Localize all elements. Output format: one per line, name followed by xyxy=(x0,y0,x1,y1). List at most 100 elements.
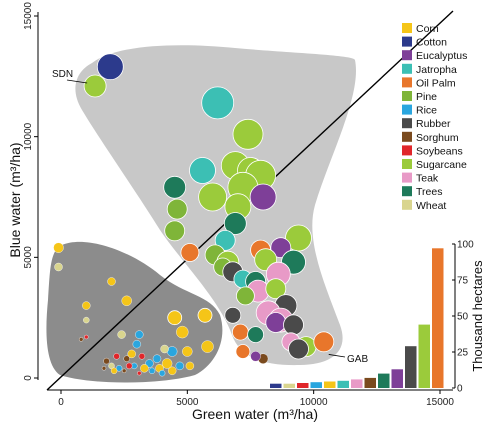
inset-bar-corn xyxy=(324,381,336,388)
inset-bar-rubber xyxy=(405,346,417,388)
point-corn-48 xyxy=(53,242,64,253)
point-corn-53 xyxy=(121,295,132,306)
legend-label-eucalyptus: Eucalyptus xyxy=(416,50,467,62)
legend-swatch-trees xyxy=(402,186,412,197)
point-rubber-37 xyxy=(224,306,242,324)
point-oil-palm-42 xyxy=(313,331,335,353)
point-eucalyptus-11 xyxy=(249,183,277,211)
point-jatropha-16 xyxy=(214,229,236,251)
y-axis-ticks: 0 5000 10000 15000 xyxy=(23,2,38,381)
point-rice-82 xyxy=(148,367,156,374)
point-rubber-38 xyxy=(283,314,304,336)
inset-y-tick-label-50: 50 xyxy=(457,312,469,323)
point-sorghum-60 xyxy=(78,337,84,342)
point-corn-50 xyxy=(107,277,116,286)
point-corn-51 xyxy=(82,301,91,310)
point-soybeans-59 xyxy=(84,334,89,340)
point-sugarcane-9 xyxy=(198,182,228,212)
inset-bar-oil-palm xyxy=(432,248,444,388)
inset-bar-sorghum xyxy=(364,377,376,388)
point-oil-palm-45 xyxy=(235,344,251,359)
point-corn-56 xyxy=(176,325,189,339)
point-trees-10 xyxy=(163,175,187,199)
point-corn-77 xyxy=(140,364,149,373)
point-sugarcane-1 xyxy=(83,74,107,98)
y-tick-label-5000: 5000 xyxy=(23,246,34,269)
point-wheat-58 xyxy=(117,330,126,339)
point-oil-palm-39 xyxy=(231,323,249,341)
legend-swatch-wheat xyxy=(402,199,412,210)
x-tick-label-15000: 15000 xyxy=(426,397,454,408)
point-trees-14 xyxy=(223,212,247,235)
point-corn-55 xyxy=(197,307,213,323)
legend-label-trees: Trees xyxy=(416,186,442,198)
point-pine-12 xyxy=(166,198,188,220)
legend-label-cotton: Cotton xyxy=(416,37,447,49)
inset-y-tick-label-100: 100 xyxy=(457,240,474,251)
legend-swatch-sorghum xyxy=(402,131,412,142)
point-soybeans-78 xyxy=(125,362,133,370)
point-sugarcane-31 xyxy=(265,278,287,300)
point-rice-74 xyxy=(175,361,185,371)
legend-label-jatropha: Jatropha xyxy=(416,64,457,76)
inset-bar-chart: 0 25 50 75 100 Thousand hectares xyxy=(270,240,485,395)
legend-label-sugarcane: Sugarcane xyxy=(416,159,467,171)
point-sorghum-70 xyxy=(103,357,110,365)
cluster-hull-annual-crops xyxy=(46,241,223,383)
legend-swatch-corn xyxy=(402,23,412,33)
legend-swatch-eucalyptus xyxy=(402,50,412,61)
data-points xyxy=(53,53,335,377)
legend-label-wheat: Wheat xyxy=(416,200,446,212)
point-rice-64 xyxy=(166,346,178,357)
point-sorghum-69 xyxy=(123,355,130,362)
point-corn-81 xyxy=(167,366,177,375)
point-sorghum-84 xyxy=(101,366,107,371)
x-tick-label-10000: 10000 xyxy=(300,397,328,408)
inset-bar-sugarcane xyxy=(418,324,430,388)
point-rubber-44 xyxy=(288,338,309,360)
x-axis-ticks: 0 5000 10000 15000 xyxy=(58,390,454,408)
point-trees-40 xyxy=(247,326,265,344)
point-soybeans-71 xyxy=(138,353,146,360)
inset-bar-trees xyxy=(378,373,390,388)
point-wheat-49 xyxy=(54,262,63,272)
point-rice-62 xyxy=(132,340,142,349)
point-rice-67 xyxy=(152,354,162,363)
point-soybeans-87 xyxy=(137,371,142,376)
point-corn-88 xyxy=(110,367,118,374)
point-corn-73 xyxy=(161,358,173,369)
legend-label-teak: Teak xyxy=(416,173,439,185)
inset-bar-cotton xyxy=(270,383,282,388)
point-wheat-65 xyxy=(160,344,169,354)
point-corn-66 xyxy=(182,346,193,357)
point-soybeans-68 xyxy=(113,353,120,360)
annotation-sdn: SDN xyxy=(52,69,73,80)
y-tick-label-0: 0 xyxy=(23,375,34,381)
point-oil-palm-18 xyxy=(180,243,200,262)
inset-bar-teak xyxy=(351,379,363,388)
point-corn-86 xyxy=(185,361,195,371)
inset-y-tick-label-0: 0 xyxy=(457,384,463,395)
legend-swatch-soybeans xyxy=(402,145,412,156)
point-corn-54 xyxy=(167,310,183,326)
y-axis-title: Blue water (m³/ha) xyxy=(7,142,23,257)
point-jatropha-2 xyxy=(201,86,235,120)
legend-swatch-teak xyxy=(402,172,412,183)
point-sugarcane-3 xyxy=(232,118,264,150)
x-axis-title: Green water (m³/ha) xyxy=(192,406,318,422)
legend-swatch-rubber xyxy=(402,118,412,129)
legend-label-pine: Pine xyxy=(416,91,437,103)
inset-bar-rice xyxy=(310,382,322,388)
inset-bar-jatropha xyxy=(337,380,349,388)
point-wheat-80 xyxy=(108,362,115,370)
point-cotton-0 xyxy=(96,53,124,81)
point-rice-79 xyxy=(115,365,123,372)
point-rice-85 xyxy=(158,370,166,377)
legend-label-corn: Corn xyxy=(416,23,439,35)
point-corn-63 xyxy=(127,349,136,359)
legend-label-soybeans: Soybeans xyxy=(416,145,463,157)
legend-swatch-oil-palm xyxy=(402,77,412,88)
legend-label-sorghum: Sorghum xyxy=(416,132,459,144)
point-eucalyptus-36 xyxy=(265,312,287,333)
